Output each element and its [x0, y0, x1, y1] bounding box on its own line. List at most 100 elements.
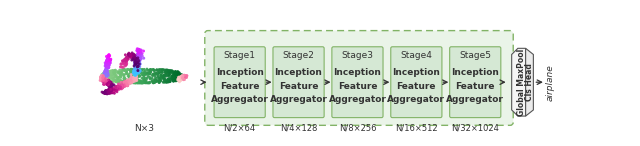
Point [132, 58, 143, 60]
Point [134, 82, 145, 84]
Point [175, 79, 186, 81]
Point [109, 69, 120, 72]
Point [134, 69, 145, 71]
Point [124, 55, 134, 58]
Point [115, 85, 125, 88]
Point [177, 77, 187, 79]
Point [102, 93, 112, 95]
Point [103, 82, 113, 84]
Point [125, 81, 136, 84]
Point [122, 62, 132, 65]
Point [155, 78, 165, 80]
Point [104, 90, 114, 93]
Point [176, 78, 186, 80]
Point [177, 77, 188, 79]
Point [141, 82, 152, 84]
Point [99, 81, 109, 84]
Point [108, 88, 118, 91]
Point [113, 71, 124, 73]
Point [177, 77, 188, 79]
Point [150, 69, 160, 72]
Point [108, 88, 118, 90]
Point [100, 71, 110, 73]
Point [106, 88, 116, 90]
Point [159, 69, 169, 71]
Point [102, 69, 112, 71]
Point [168, 71, 179, 73]
Point [132, 66, 142, 68]
Point [97, 77, 108, 80]
Point [131, 63, 141, 66]
Point [103, 83, 113, 86]
Point [131, 70, 141, 72]
Point [116, 85, 126, 87]
Point [133, 82, 143, 84]
Point [130, 76, 140, 79]
Point [130, 61, 140, 63]
Point [163, 71, 173, 73]
Point [100, 92, 110, 95]
Point [103, 81, 113, 84]
Point [164, 69, 175, 72]
Point [100, 63, 111, 66]
Point [101, 78, 111, 80]
Point [132, 68, 143, 70]
Point [151, 79, 161, 81]
Point [123, 53, 133, 55]
Point [168, 76, 179, 79]
Point [128, 58, 138, 60]
Point [121, 57, 131, 59]
Point [139, 81, 149, 83]
Point [102, 64, 113, 66]
Point [124, 52, 134, 54]
Point [100, 68, 111, 71]
Point [126, 70, 136, 72]
Point [98, 77, 108, 79]
Point [105, 89, 115, 91]
Point [104, 84, 114, 86]
Point [134, 53, 144, 55]
Point [123, 81, 133, 83]
Point [117, 66, 127, 68]
Point [172, 78, 182, 80]
Point [178, 77, 188, 79]
Point [96, 75, 106, 77]
Point [111, 86, 121, 89]
Point [131, 71, 141, 73]
Point [104, 80, 114, 82]
Point [110, 75, 120, 77]
Point [134, 75, 145, 78]
Point [151, 80, 161, 83]
Point [127, 81, 137, 84]
Point [116, 81, 126, 83]
Point [102, 80, 113, 82]
Point [104, 80, 115, 82]
Point [130, 70, 140, 72]
Point [124, 54, 134, 56]
Point [177, 76, 188, 79]
Point [163, 81, 173, 83]
Point [101, 90, 111, 93]
Point [113, 85, 124, 88]
Point [163, 80, 173, 83]
Point [125, 69, 136, 72]
Point [163, 78, 173, 80]
Point [175, 78, 186, 80]
Point [106, 89, 116, 92]
Point [174, 77, 184, 79]
Point [132, 65, 143, 67]
Point [132, 65, 142, 67]
Point [111, 87, 121, 90]
Point [114, 86, 124, 89]
Point [139, 77, 149, 79]
Point [127, 77, 138, 80]
Point [125, 54, 136, 56]
Point [132, 71, 142, 73]
Point [102, 79, 113, 82]
Point [109, 84, 119, 86]
Point [105, 60, 115, 62]
Point [136, 53, 147, 55]
Point [120, 80, 130, 82]
Point [125, 54, 135, 57]
Point [112, 87, 122, 89]
